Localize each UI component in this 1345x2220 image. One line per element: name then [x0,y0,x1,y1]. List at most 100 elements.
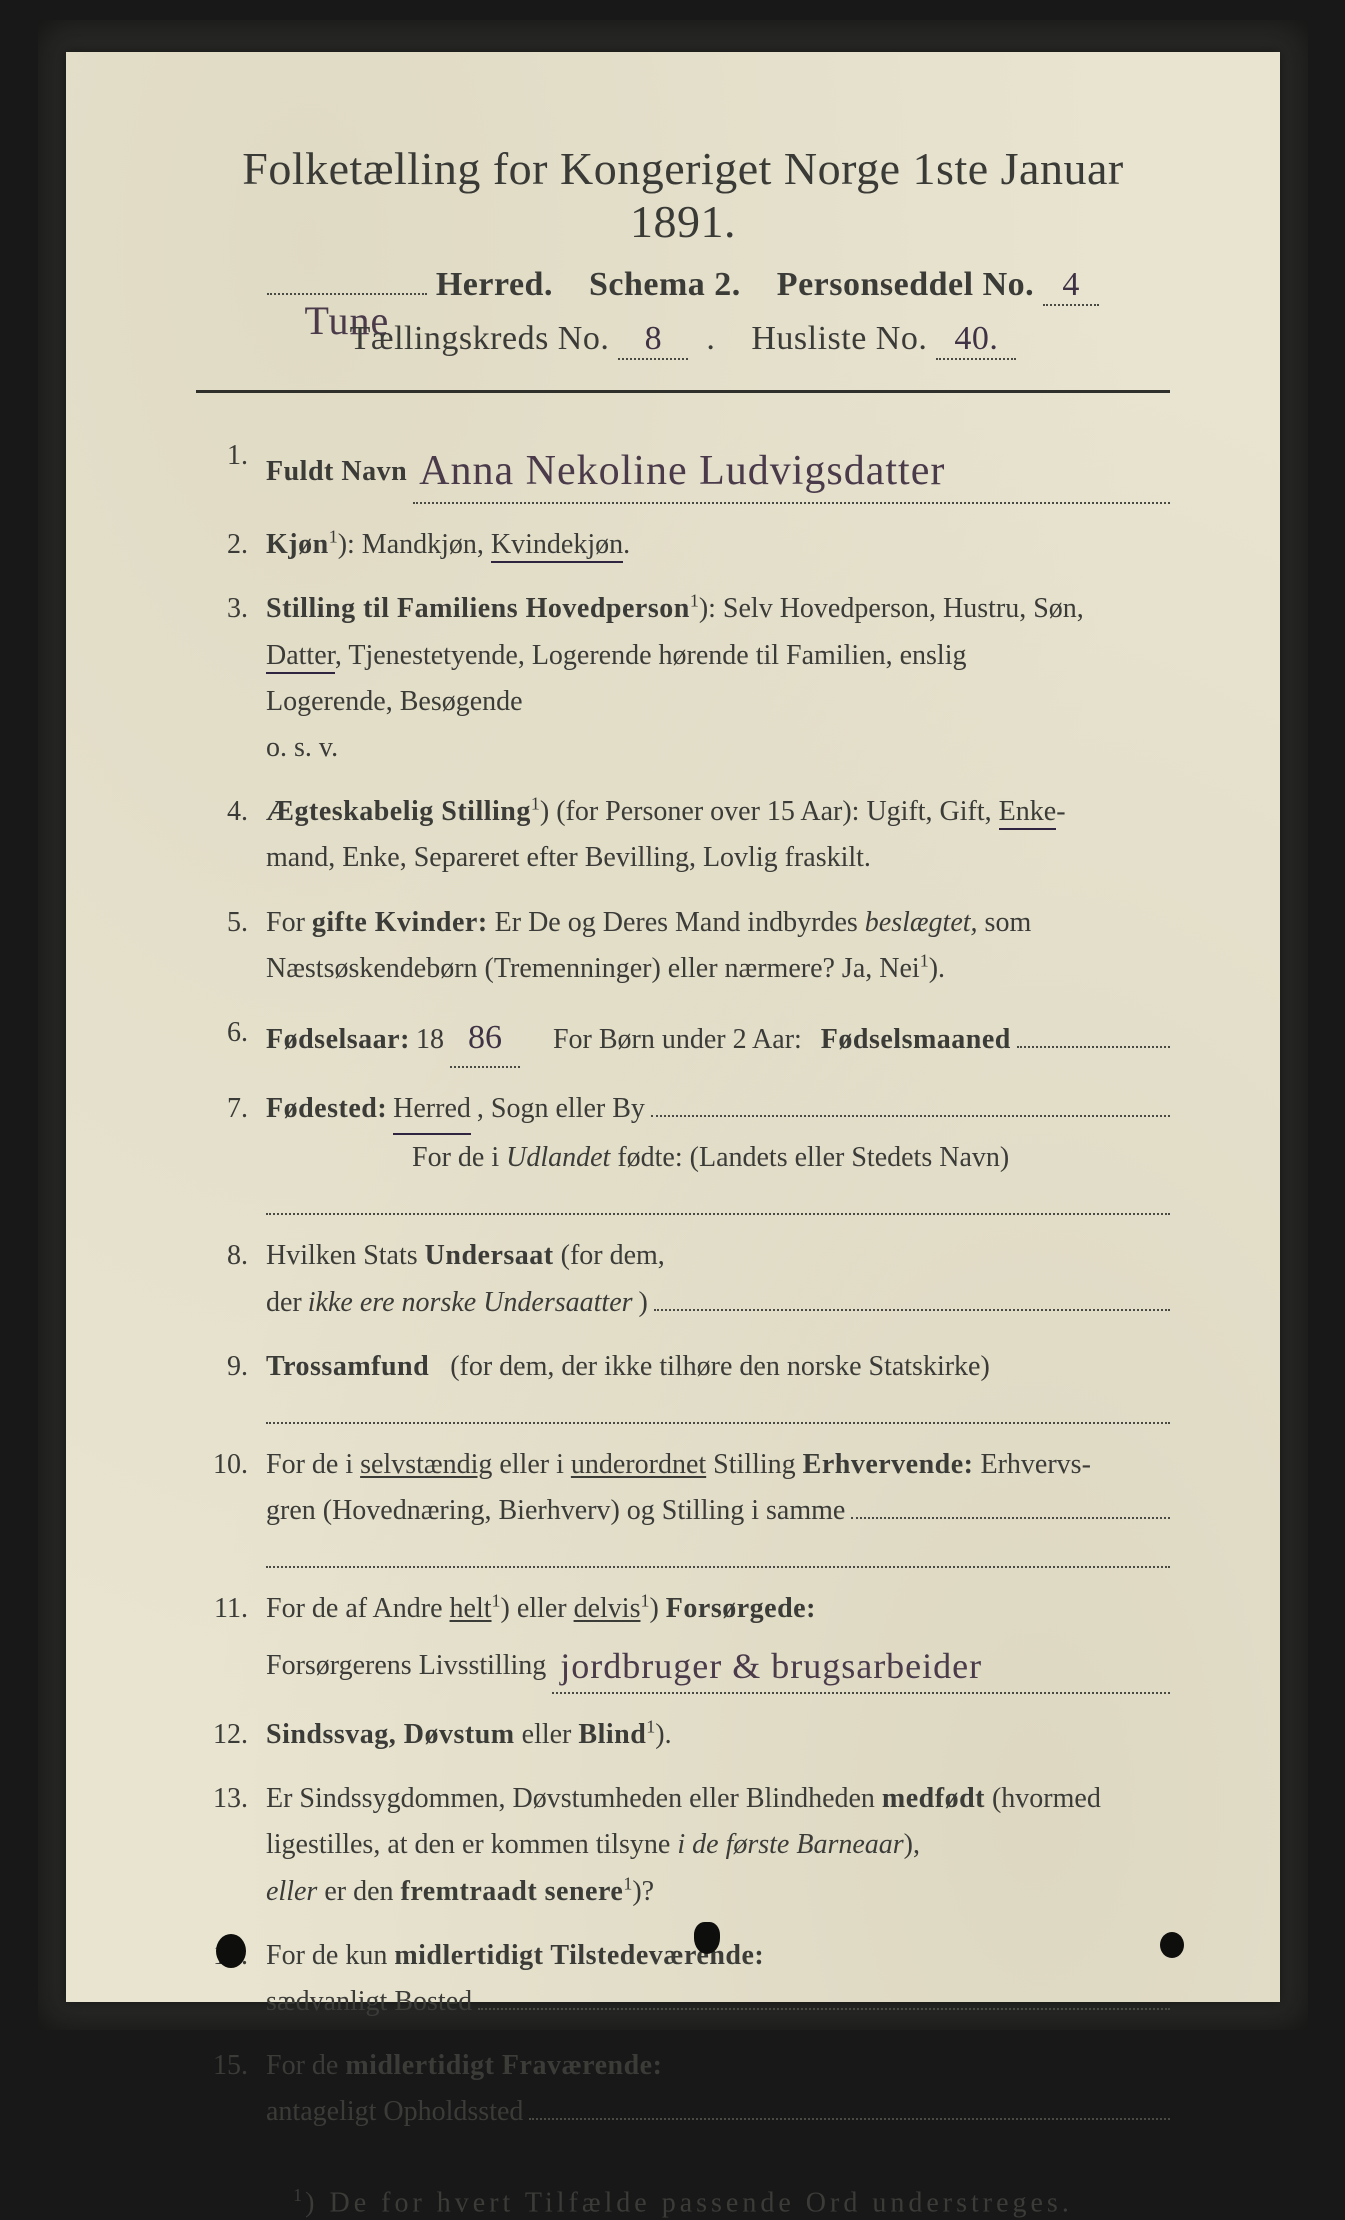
italic: i de første Barneaar [677,1829,903,1860]
sup: 1 [531,794,540,814]
field-label: Fødested: [266,1086,387,1132]
herred-label: Herred. [436,266,553,303]
field-label: Kjøn [266,529,329,560]
field-3: 3. Stilling til Familiens Hovedperson1):… [196,586,1170,771]
field-4: 4. Ægteskabelig Stilling1) (for Personer… [196,789,1170,881]
footnote-sup: 1 [293,2185,305,2205]
lead: For [266,907,305,938]
text2: ) eller [501,1593,567,1624]
line2b: fødte: (Landets eller Stedets Navn) [617,1142,1009,1173]
field-num: 4. [196,789,266,881]
field-label: Fødselsaar: [266,1017,410,1063]
footnote: 1) De for hvert Tilfælde passende Ord un… [196,2185,1170,2219]
field-label: medfødt [882,1783,985,1814]
field-13: 13. Er Sindssygdommen, Døvstumheden elle… [196,1776,1170,1915]
line2: sædvanligt Bosted [266,1979,472,2025]
subtitle-row-1: Tune Herred. Schema 2. Personseddel No. … [196,266,1170,306]
paren: ) (for Personer over 15 Aar): [540,796,860,827]
field-label: Ægteskabelig Stilling [266,796,531,827]
line2: antageligt Opholdssted [266,2089,523,2135]
text3: ) [649,1593,658,1624]
field-2: 2. Kjøn1): Mandkjøn, Kvindekjøn. [196,522,1170,568]
text2: som [985,907,1032,938]
u1: helt [450,1593,492,1624]
husliste-value: 40. [954,320,998,357]
text: For de [266,2050,338,2081]
text2: eller i [499,1449,564,1480]
field-5: 5. For gifte Kvinder: Er De og Deres Man… [196,900,1170,992]
month-slot [1017,1023,1170,1048]
line2a: ligestilles, at den er kommen tilsyne [266,1829,670,1860]
sup: 1 [623,1873,632,1893]
text1: Er Sindssygdommen, Døvstumheden eller Bl… [266,1783,875,1814]
field-num: 15. [196,2043,266,2135]
field-label: Undersaat [425,1240,554,1271]
label2: Fødselsmaaned [821,1017,1011,1063]
field-num: 8. [196,1233,266,1325]
footnote-text: ) De for hvert Tilfælde passende Ord und… [305,2188,1073,2219]
year-value: 86 [468,1019,502,1056]
mid: For Børn under 2 Aar: [553,1017,802,1063]
opts-line2-rest: , Tjenestetyende, Logerende hørende til … [335,640,967,671]
field-label: Trossamfund [266,1351,429,1382]
field-6: 6. Fødselsaar: 18 86 For Børn under 2 Aar… [196,1010,1170,1068]
occupation-line2 [266,1540,1170,1568]
sup: 1 [920,950,929,970]
husliste-label: Husliste No. [751,320,927,357]
divider-rule [196,390,1170,393]
field-label: Fuldt Navn [266,449,407,495]
field-num: 6. [196,1010,266,1068]
text2: (for dem, [561,1240,665,1271]
field-num: 3. [196,586,266,771]
end: . [623,529,630,560]
field-11: 11. For de af Andre helt1) eller delvis1… [196,1586,1170,1694]
sup: 1 [492,1591,501,1611]
text3: Stilling [713,1449,795,1480]
full-name-value: Anna Nekoline Ludvigsdatter [419,448,945,494]
opt-mandkjon: Mandkjøn, [362,529,484,560]
main-title: Folketælling for Kongeriget Norge 1ste J… [196,142,1170,248]
header-block: Folketælling for Kongeriget Norge 1ste J… [196,142,1170,360]
opt-enke-selected: Enke [999,796,1057,830]
sep: ): [699,593,716,624]
scan-frame: Folketælling for Kongeriget Norge 1ste J… [38,20,1308,2030]
taellingskreds-label: Tællingskreds No. [350,320,610,357]
field-label: Forsørgede: [666,1593,816,1624]
italic: Udlandet [506,1142,610,1173]
text1: Hvilken Stats [266,1240,418,1271]
document-paper: Folketælling for Kongeriget Norge 1ste J… [66,52,1280,2002]
whereabouts-slot [529,2095,1170,2120]
line3c: fremtraadt senere [401,1876,624,1907]
herred-slot: Tune [267,293,427,295]
text1: For de i [266,1449,353,1480]
line3a: eller [266,1876,317,1907]
end: ). [929,953,945,984]
field-label: Erhvervende: [803,1449,974,1480]
text: For de kun [266,1940,387,1971]
opts-line1: Selv Hovedperson, Hustru, Søn, [723,593,1084,624]
paper-defect [1160,1932,1184,1958]
opt-herred-selected: Herred [393,1086,471,1135]
field-num: 5. [196,900,266,992]
line2a: der [266,1280,302,1326]
birthplace-slot [651,1092,1170,1117]
italic: ikke ere norske Undersaatter [308,1280,633,1326]
citizenship-slot [654,1285,1170,1310]
subtitle-row-2: Tællingskreds No. 8 . Husliste No. 40. [196,320,1170,360]
year-prefix: 18 [416,1017,444,1063]
u1: selvstændig [360,1449,492,1480]
birthplace-line2 [266,1187,1170,1215]
religion-slot [266,1396,1170,1424]
field-10: 10. For de i selvstændig eller i underor… [196,1442,1170,1568]
provider-value: jordbruger & brugsarbeider [560,1646,982,1686]
field-num: 1. [196,433,266,504]
sep: ): [338,529,355,560]
line2b: ), [904,1829,920,1860]
field-14: 14. For de kun midlertidigt Tilstedevære… [196,1933,1170,2025]
line2: Næstsøskendebørn (Tremenninger) eller næ… [266,953,920,984]
personseddel-label: Personseddel No. [777,266,1034,303]
paper-defect [694,1922,720,1954]
opt-kvindekjon-selected: Kvindekjøn [491,529,623,563]
end: ). [655,1719,671,1750]
field-num: 13. [196,1776,266,1915]
